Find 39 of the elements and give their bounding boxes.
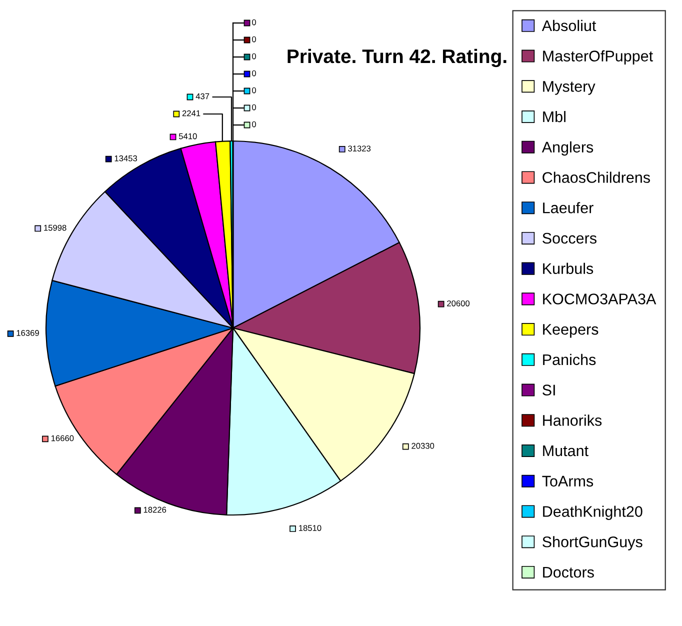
data-label: 18510: [299, 525, 322, 531]
text: Private. Turn 42. Rating.: [288, 48, 506, 68]
data-label: 2241: [182, 110, 200, 116]
legend-label: Keepers: [543, 324, 598, 338]
legend-label: KOCMO3APA3A: [543, 294, 656, 304]
data-label: 5410: [178, 133, 197, 140]
data-label: 16660: [51, 435, 74, 442]
text: 0: [252, 53, 256, 60]
data-label: 18226: [144, 506, 166, 513]
legend-label: Laeufer: [543, 202, 594, 214]
data-label: 20600: [447, 300, 470, 306]
legend-label: MasterOfPuppet: [543, 50, 653, 64]
text: 0: [252, 36, 256, 42]
legend-label: ChaosChildrens: [542, 172, 650, 183]
data-label: 31323: [348, 146, 371, 152]
legend-label: Mbl: [543, 110, 566, 122]
legend-label: Absoliut: [542, 20, 596, 32]
legend-label: DeathKnight20: [543, 506, 642, 520]
data-label: 437: [196, 93, 210, 100]
data-label: 15998: [44, 224, 66, 231]
text: 0: [252, 121, 256, 128]
data-label: 20330: [412, 442, 434, 449]
legend-label: Kurbuls: [543, 262, 594, 274]
text: 0: [252, 70, 256, 76]
data-label: 16369: [16, 330, 39, 336]
text: 0: [252, 87, 256, 94]
legend-label: ToArms: [542, 476, 594, 487]
legend-label: Soccers: [542, 232, 596, 244]
legend-label: ShortGunGuys: [542, 536, 642, 550]
legend-label: Panichs: [543, 354, 596, 366]
legend-label: Doctors: [543, 567, 594, 578]
text: 0: [252, 104, 256, 110]
legend-label: SI: [542, 384, 555, 396]
legend-label: Mutant: [543, 446, 588, 456]
legend-label: Hanoriks: [543, 414, 602, 426]
text: 0: [252, 19, 256, 26]
data-label: 13453: [114, 155, 138, 162]
legend-label: Anglers: [542, 141, 594, 156]
legend-label: Mystery: [543, 81, 596, 95]
